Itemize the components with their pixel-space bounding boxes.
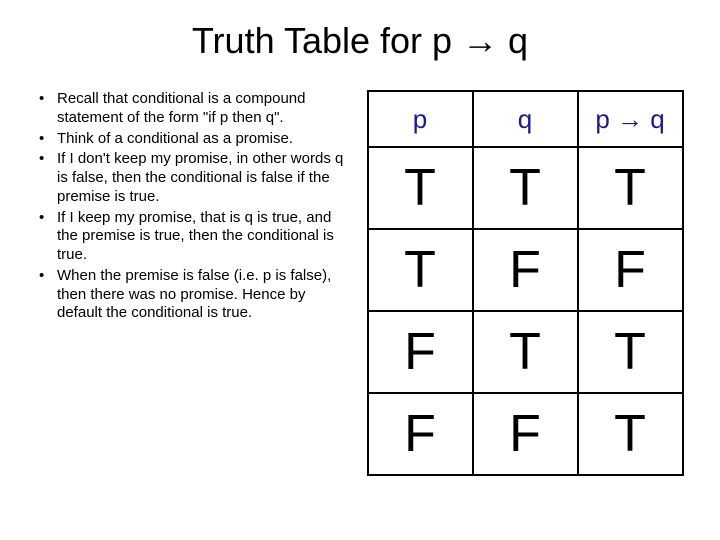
bullet-marker-icon: • <box>35 90 57 128</box>
table-cell: F <box>368 393 473 475</box>
table-cell: F <box>368 311 473 393</box>
title-text-pre: Truth Table for p <box>192 20 462 61</box>
title-arrow-icon: → <box>462 20 498 61</box>
table-cell: F <box>473 393 578 475</box>
table-header-q: q <box>473 91 578 147</box>
table-row: F T T <box>368 311 683 393</box>
bullet-marker-icon: • <box>35 209 57 265</box>
table-row: F F T <box>368 393 683 475</box>
table-header-p: p <box>368 91 473 147</box>
bullet-text: If I don't keep my promise, in other wor… <box>57 150 345 206</box>
table-row: T F F <box>368 229 683 311</box>
list-item: • When the premise is false (i.e. p is f… <box>35 267 345 323</box>
title-text-post: q <box>498 20 528 61</box>
bullet-list: • Recall that conditional is a compound … <box>35 90 345 476</box>
table-container: p q p → q T T T T F F F T <box>365 90 685 476</box>
table-cell: T <box>368 229 473 311</box>
table-header-row: p q p → q <box>368 91 683 147</box>
table-cell: T <box>578 311 683 393</box>
bullet-marker-icon: • <box>35 130 57 149</box>
bullet-text: Recall that conditional is a compound st… <box>57 90 345 128</box>
table-cell: T <box>368 147 473 229</box>
table-cell: T <box>578 393 683 475</box>
bullet-marker-icon: • <box>35 267 57 323</box>
bullet-text: If I keep my promise, that is q is true,… <box>57 209 345 265</box>
slide-title: Truth Table for p → q <box>35 20 685 62</box>
bullet-text: When the premise is false (i.e. p is fal… <box>57 267 345 323</box>
list-item: • Recall that conditional is a compound … <box>35 90 345 128</box>
bullet-marker-icon: • <box>35 150 57 206</box>
list-item: • If I don't keep my promise, in other w… <box>35 150 345 206</box>
table-cell: T <box>578 147 683 229</box>
table-cell: F <box>578 229 683 311</box>
table-cell: T <box>473 147 578 229</box>
list-item: • If I keep my promise, that is q is tru… <box>35 209 345 265</box>
bullet-text: Think of a conditional as a promise. <box>57 130 345 149</box>
table-row: T T T <box>368 147 683 229</box>
table-header-pq: p → q <box>578 91 683 147</box>
list-item: • Think of a conditional as a promise. <box>35 130 345 149</box>
table-cell: F <box>473 229 578 311</box>
slide-content: • Recall that conditional is a compound … <box>35 90 685 476</box>
truth-table: p q p → q T T T T F F F T <box>367 90 684 476</box>
table-cell: T <box>473 311 578 393</box>
